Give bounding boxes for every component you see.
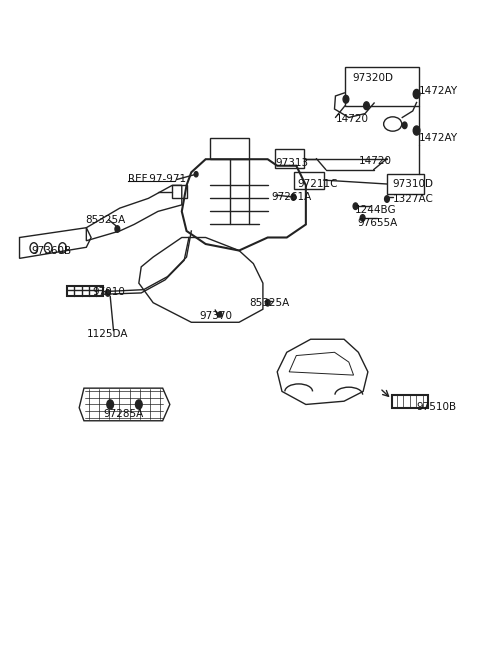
Circle shape xyxy=(402,122,407,128)
Text: 97510B: 97510B xyxy=(417,402,456,412)
Circle shape xyxy=(194,172,198,177)
Text: REF.97-971: REF.97-971 xyxy=(128,174,186,184)
Text: 97313: 97313 xyxy=(276,158,309,168)
Circle shape xyxy=(265,299,270,306)
Text: 97655A: 97655A xyxy=(357,218,397,228)
Text: 97261A: 97261A xyxy=(271,192,311,202)
Circle shape xyxy=(364,102,369,109)
Circle shape xyxy=(413,90,420,98)
Bar xyxy=(345,67,419,105)
Text: 97310D: 97310D xyxy=(393,179,434,189)
Circle shape xyxy=(384,196,389,202)
Text: 85325A: 85325A xyxy=(85,215,125,225)
Circle shape xyxy=(343,96,349,103)
Bar xyxy=(387,174,424,194)
Circle shape xyxy=(353,203,358,210)
Text: 97360B: 97360B xyxy=(31,246,71,255)
Text: 97285A: 97285A xyxy=(103,409,143,419)
Circle shape xyxy=(106,290,110,296)
Text: 97211C: 97211C xyxy=(297,179,338,189)
Circle shape xyxy=(218,312,222,317)
Circle shape xyxy=(115,226,120,233)
Text: 1472AY: 1472AY xyxy=(419,134,458,143)
Text: 1125DA: 1125DA xyxy=(87,329,129,339)
Bar xyxy=(294,172,324,189)
Circle shape xyxy=(107,400,114,409)
Circle shape xyxy=(360,215,365,221)
Text: 97370: 97370 xyxy=(199,310,232,321)
Text: 1472AY: 1472AY xyxy=(419,86,458,96)
Text: 14720: 14720 xyxy=(336,114,369,124)
Text: 1244BG: 1244BG xyxy=(355,205,396,215)
Text: 97320D: 97320D xyxy=(352,73,393,83)
Bar xyxy=(275,149,304,168)
Circle shape xyxy=(413,126,420,135)
Circle shape xyxy=(135,400,142,409)
Text: 14720: 14720 xyxy=(360,156,392,166)
Text: 1327AC: 1327AC xyxy=(393,194,433,204)
Text: 85325A: 85325A xyxy=(250,298,290,308)
Text: 97010: 97010 xyxy=(92,287,125,297)
Circle shape xyxy=(291,194,296,200)
